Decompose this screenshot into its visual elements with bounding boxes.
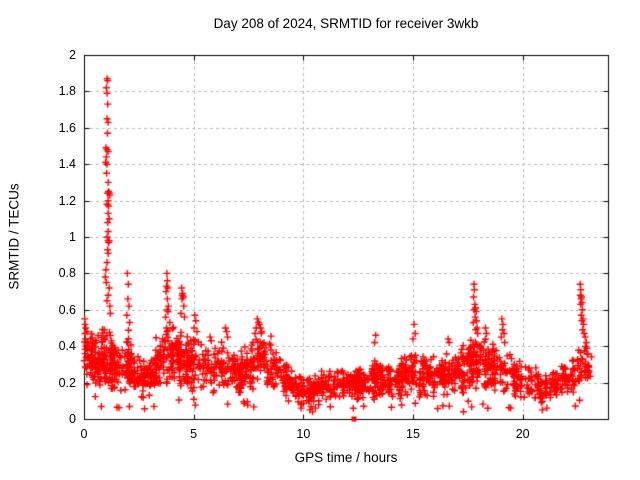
y-tick-label: 1.4: [58, 157, 76, 172]
x-tick-label: 15: [406, 427, 420, 441]
x-tick-label: 5: [190, 427, 198, 441]
y-tick-label: 1.2: [58, 193, 76, 208]
x-tick-label: 20: [515, 427, 530, 441]
y-tick-label: 0.4: [58, 339, 76, 354]
y-tick-label: 0.2: [58, 375, 76, 390]
y-tick-label: 1.6: [58, 120, 76, 135]
y-tick-label: 2: [69, 48, 76, 62]
y-tick-label: 0.8: [58, 266, 76, 281]
y-tick-label: 1.8: [58, 84, 76, 99]
y-tick-label: 1: [69, 230, 76, 244]
y-tick-label: 0: [69, 412, 76, 426]
x-axis-label: GPS time / hours: [294, 450, 398, 465]
chart-title: Day 208 of 2024, SRMTID for receiver 3wk…: [213, 16, 479, 31]
y-tick-label: 0.6: [58, 302, 76, 317]
x-tick-label: 0: [80, 427, 88, 441]
x-tick-label: 10: [296, 427, 311, 441]
